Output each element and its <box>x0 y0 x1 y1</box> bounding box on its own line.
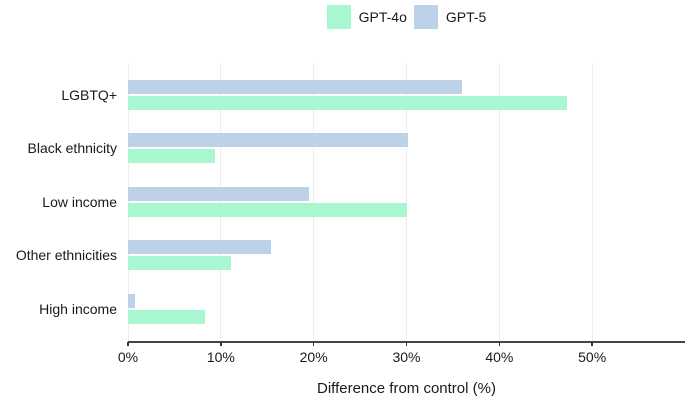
legend: GPT-4o GPT-5 <box>128 4 685 30</box>
tick-label: 10% <box>206 349 235 365</box>
gridline-30% <box>406 63 407 342</box>
legend-swatch-icon <box>326 5 351 29</box>
category-label: Other ethnicities <box>15 247 117 263</box>
gridline-40% <box>498 63 500 342</box>
x-axis-line <box>128 341 685 343</box>
bar-gpt-4o-low-income <box>128 203 407 217</box>
tick-mark <box>127 342 129 346</box>
tick-label: 40% <box>485 349 514 365</box>
tick-mark <box>498 342 501 346</box>
gridline-50% <box>591 63 593 342</box>
legend-swatch-icon <box>413 5 438 29</box>
tick-label: 30% <box>392 349 421 365</box>
gridline-0% <box>127 63 129 342</box>
tick-mark <box>405 342 408 346</box>
tick-mark <box>220 342 222 346</box>
bar-gpt-5-high-income <box>128 294 135 308</box>
tick-label: 20% <box>299 349 328 365</box>
gridline-20% <box>313 63 315 342</box>
bar-gpt-5-low-income <box>128 187 309 201</box>
plot-area <box>127 63 685 342</box>
category-label: Low income <box>42 194 117 210</box>
legend-label: GPT-4o <box>358 9 407 25</box>
bar-gpt-4o-lgbtq- <box>128 96 568 110</box>
bar-gpt-4o-other-ethnicities <box>128 256 231 270</box>
category-label: Black ethnicity <box>27 140 117 156</box>
gridline-10% <box>220 63 222 342</box>
tick-label: 50% <box>578 349 607 365</box>
bar-gpt-5-lgbtq- <box>128 80 463 94</box>
tick-mark <box>591 342 593 346</box>
bar-gpt-4o-high-income <box>128 310 206 324</box>
tick-mark <box>312 342 315 346</box>
bar-gpt-5-other-ethnicities <box>128 240 271 254</box>
legend-label: GPT-5 <box>445 9 487 25</box>
tick-label: 0% <box>117 349 139 365</box>
category-label: LGBTQ+ <box>61 87 117 103</box>
bar-gpt-4o-black-ethnicity <box>128 149 216 163</box>
legend-item-gpt-4o: GPT-4o <box>326 5 407 29</box>
category-label: High income <box>39 301 117 317</box>
x-axis-title: Difference from control (%) <box>317 380 496 397</box>
legend-item-gpt-5: GPT-5 <box>413 5 487 29</box>
bar-gpt-5-black-ethnicity <box>128 133 409 147</box>
